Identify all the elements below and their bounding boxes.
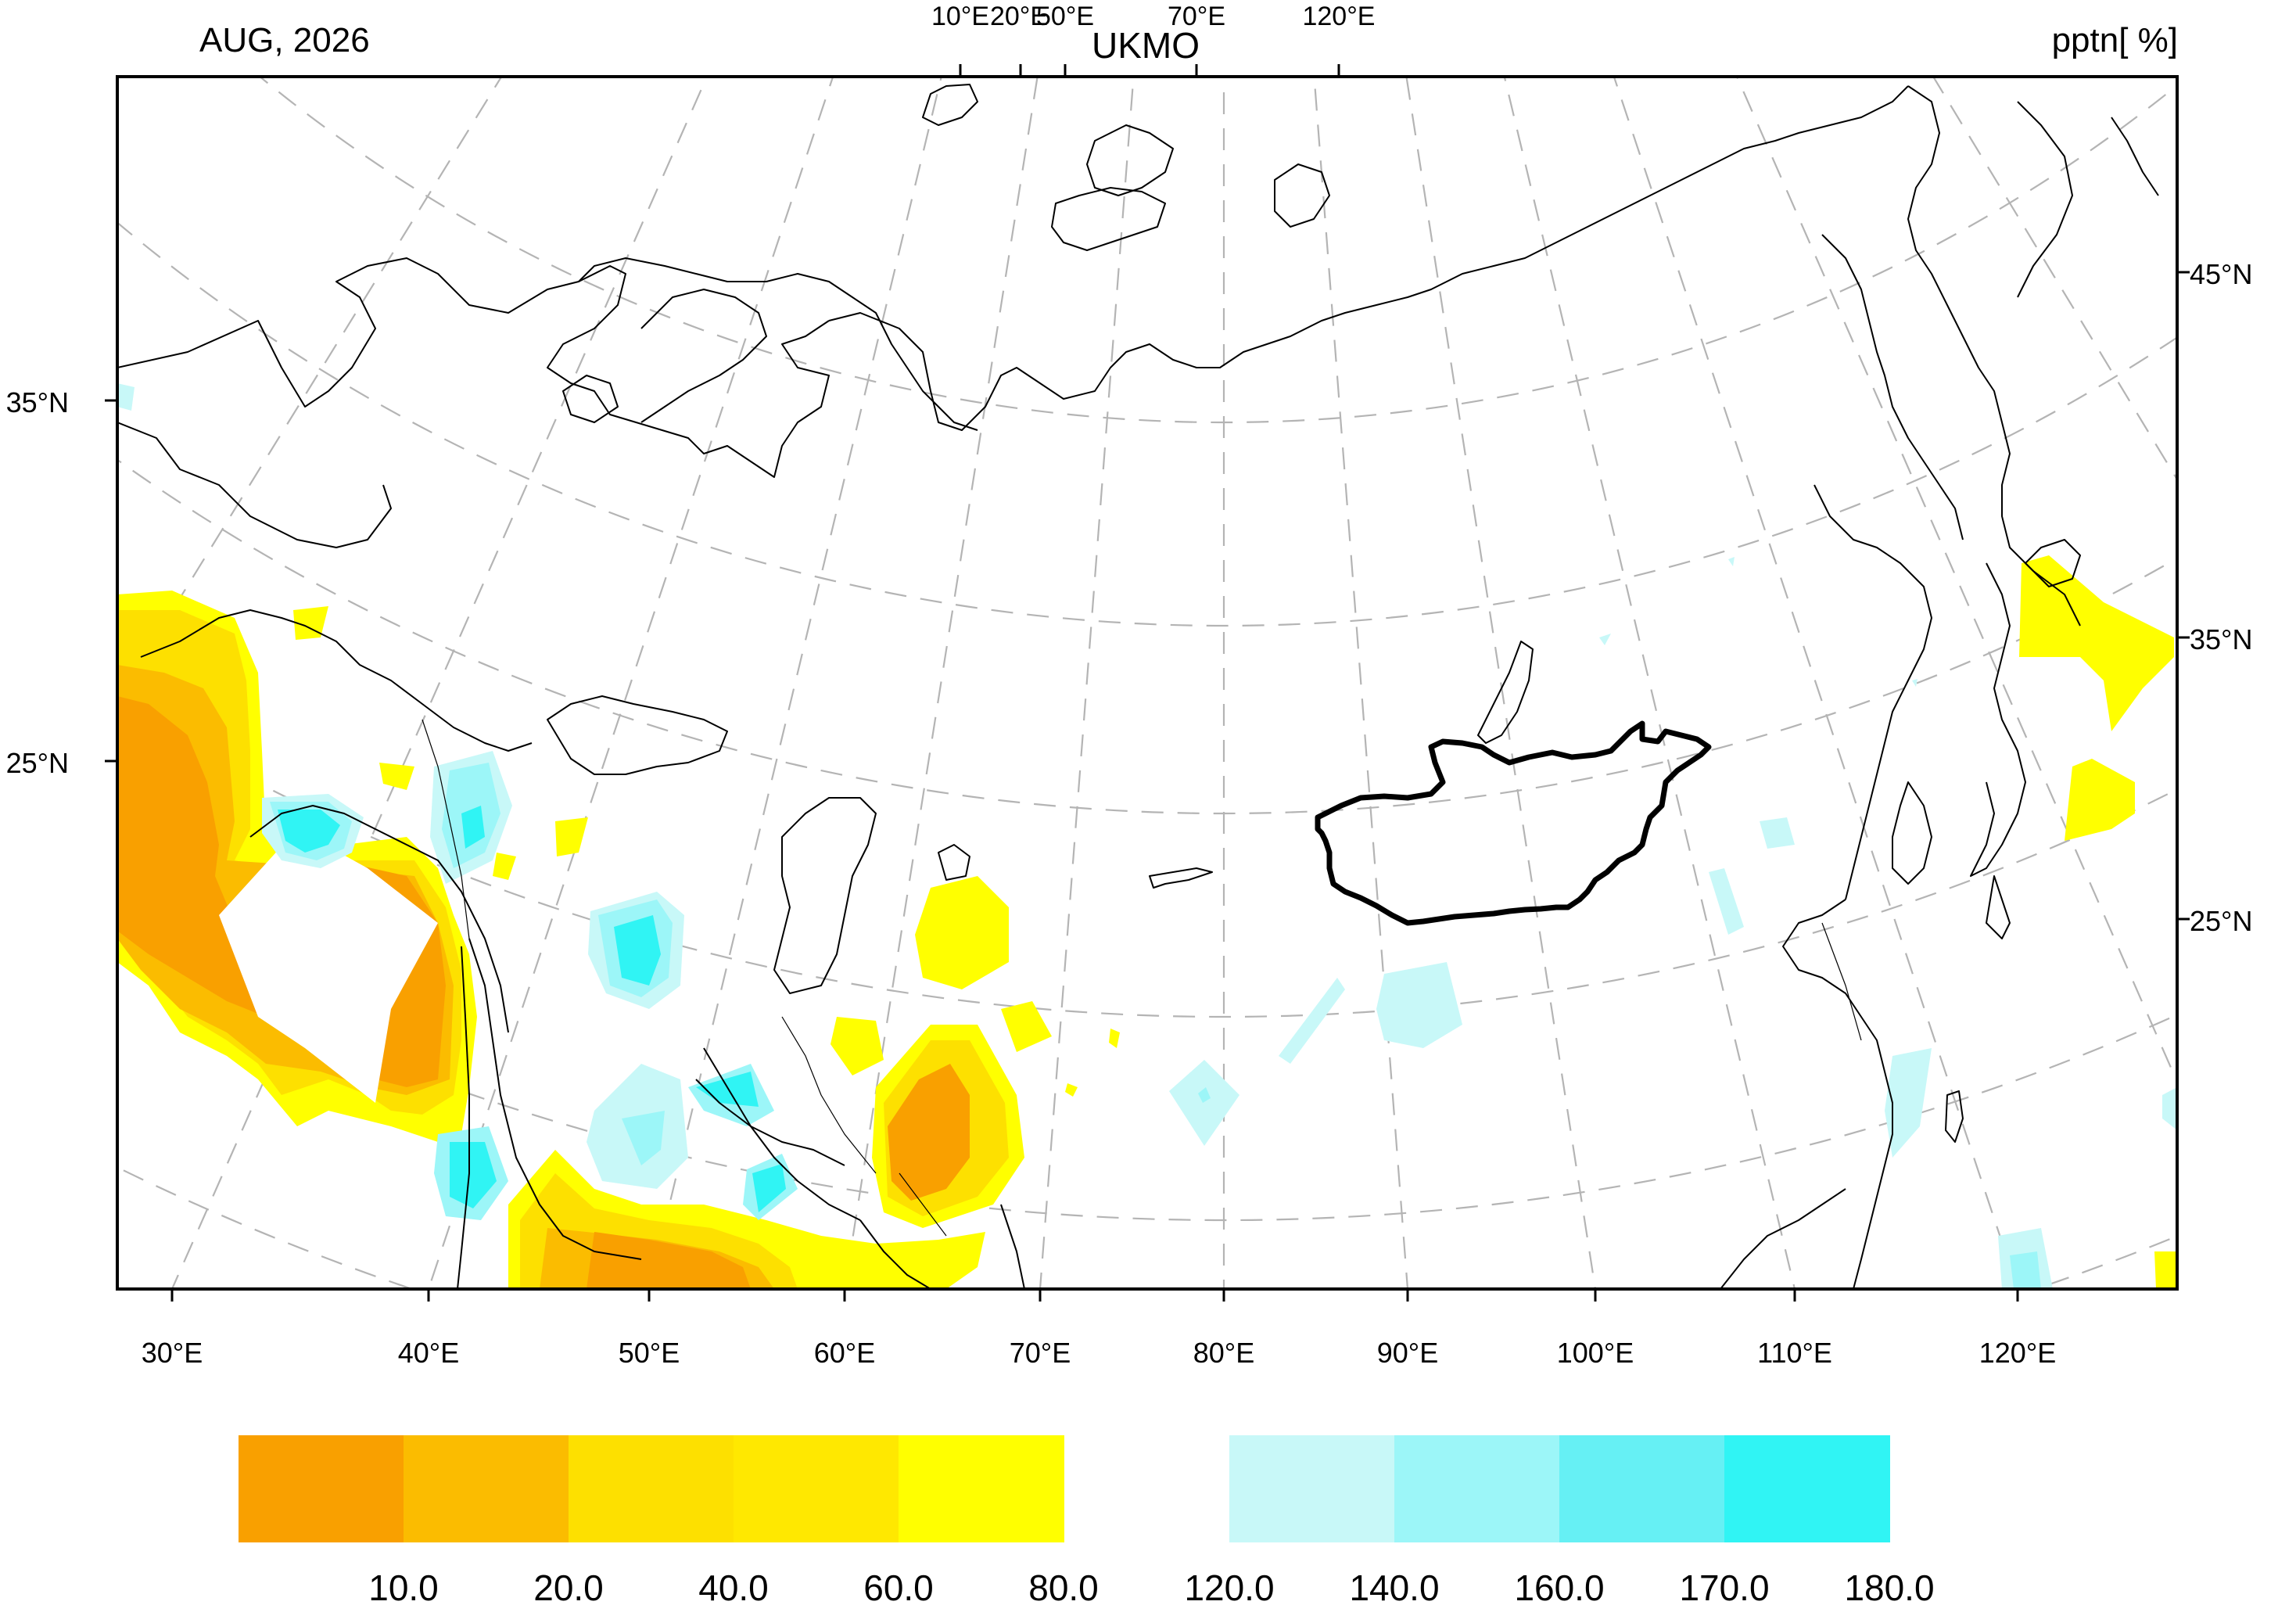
legend-label: 180.0 (1844, 1567, 1934, 1605)
legend-label: 20.0 (533, 1567, 604, 1605)
coastlines (117, 84, 2159, 1289)
bottom-lon-label: 70°E (1010, 1337, 1071, 1369)
legend-label: 80.0 (1028, 1567, 1099, 1605)
bottom-lon-label: 110°E (1757, 1337, 1832, 1369)
legend-label: 40.0 (698, 1567, 769, 1605)
legend-swatch (734, 1435, 899, 1542)
legend-label: 10.0 (368, 1567, 439, 1605)
top-lon-label: 50°E (1036, 2, 1094, 31)
top-lon-label: 10°E (931, 2, 989, 31)
country-borders (422, 719, 1862, 1237)
bottom-lon-label: 80°E (1193, 1337, 1254, 1369)
left-ticks (105, 399, 117, 763)
bottom-lon-label: 60°E (814, 1337, 875, 1369)
bottom-lon-label: 50°E (619, 1337, 680, 1369)
legend-label: 160.0 (1514, 1567, 1604, 1605)
right-lat-label: 35°N (2190, 623, 2252, 655)
bottom-lon-label: 90°E (1377, 1337, 1438, 1369)
right-ticks (2177, 271, 2190, 921)
legend-swatch (569, 1435, 734, 1542)
wet-anomaly-patches (117, 383, 2177, 1289)
model-title: UKMO (1092, 25, 1200, 66)
top-lon-label: 120°E (1302, 2, 1375, 31)
legend-swatch (899, 1435, 1064, 1542)
graticule (117, 77, 2177, 1289)
right-lat-label: 25°N (2190, 905, 2252, 937)
map-frame (116, 75, 2179, 1291)
legend-label: 120.0 (1184, 1567, 1274, 1605)
legend-swatch (1559, 1435, 1725, 1542)
legend-swatch (1724, 1435, 1890, 1542)
bottom-ticks (170, 1289, 2019, 1302)
dry-anomaly-patches (117, 555, 2177, 1289)
legend-label: 140.0 (1349, 1567, 1439, 1605)
left-lat-label: 35°N (6, 386, 69, 418)
bottom-lon-label: 120°E (1979, 1337, 2056, 1369)
legend-swatch (239, 1435, 404, 1542)
top-lon-label: 20°E (990, 2, 1048, 31)
right-lat-label: 45°N (2190, 258, 2252, 290)
bottom-lon-label: 30°E (142, 1337, 203, 1369)
top-lon-label: 70°E (1168, 2, 1225, 31)
legend-swatch (404, 1435, 569, 1542)
color-legend: 10.0 20.0 40.0 60.0 80.0 120.0 140.0 160.0 170.0… (239, 1435, 1935, 1605)
legend-swatch (1229, 1435, 1395, 1542)
bottom-lon-label: 40°E (398, 1337, 459, 1369)
period-title: AUG, 2026 (199, 21, 370, 59)
legend-label: 60.0 (863, 1567, 934, 1605)
variable-title: pptn[ %] (2052, 21, 2178, 59)
left-lat-label: 25°N (6, 747, 69, 779)
mongolia-border (1315, 720, 1712, 926)
top-ticks (959, 64, 1340, 77)
legend-label: 170.0 (1679, 1567, 1769, 1605)
bottom-lon-label: 100°E (1557, 1337, 1634, 1369)
legend-swatch (1394, 1435, 1560, 1542)
